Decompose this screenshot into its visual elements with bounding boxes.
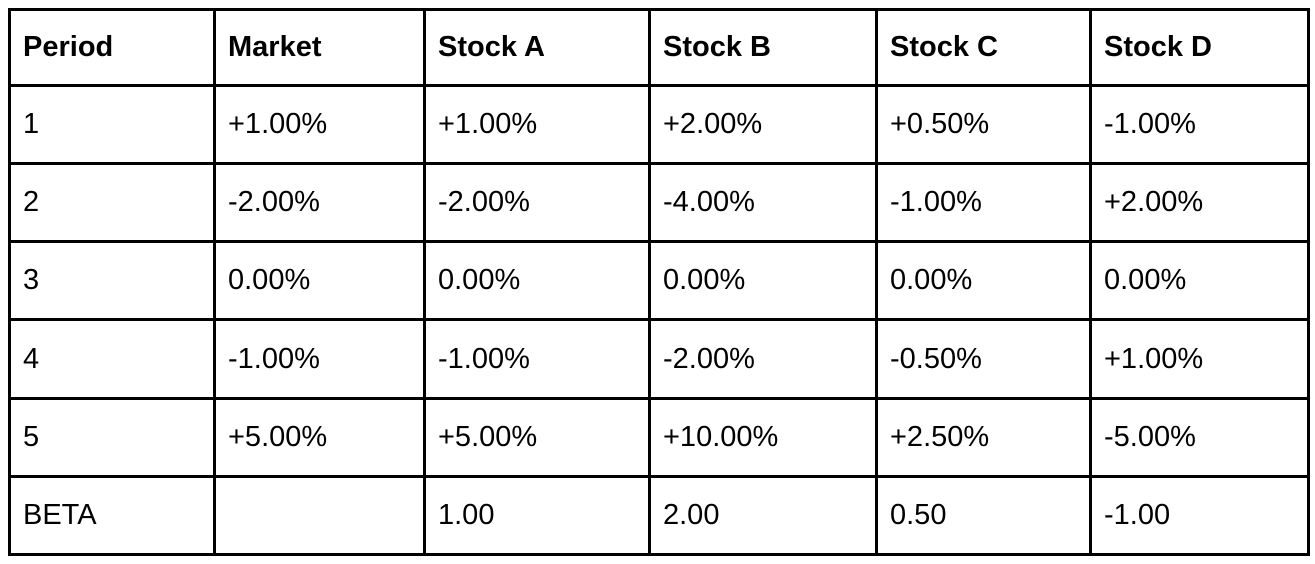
column-header-market: Market <box>213 8 426 87</box>
cell-stock-c: -1.00% <box>875 162 1092 244</box>
cell-market: -1.00% <box>213 318 426 400</box>
cell-market: +1.00% <box>213 83 426 166</box>
cell-stock-a: -1.00% <box>423 318 651 400</box>
cell-stock-d: 0.00% <box>1089 240 1310 322</box>
table-row-period-5: 5 +5.00% +5.00% +10.00% +2.50% -5.00% <box>8 396 1310 478</box>
cell-stock-b: -2.00% <box>648 318 878 400</box>
row-label: 3 <box>8 240 216 322</box>
cell-stock-c: -0.50% <box>875 318 1092 400</box>
row-label: 2 <box>8 162 216 244</box>
cell-stock-a: 0.00% <box>423 240 651 322</box>
cell-stock-c: 0.00% <box>875 240 1092 322</box>
cell-stock-b: +10.00% <box>648 396 878 478</box>
cell-stock-a: -2.00% <box>423 162 651 244</box>
cell-stock-b: 2.00 <box>648 474 878 557</box>
stock-returns-beta-table: Period Market Stock A Stock B Stock C St… <box>8 8 1310 557</box>
cell-stock-c: 0.50 <box>875 474 1092 557</box>
column-header-stock-a: Stock A <box>423 8 651 87</box>
row-label: 5 <box>8 396 216 478</box>
cell-stock-d: +2.00% <box>1089 162 1310 244</box>
column-header-stock-c: Stock C <box>875 8 1092 87</box>
column-header-period: Period <box>8 8 216 87</box>
cell-stock-b: +2.00% <box>648 83 878 166</box>
cell-stock-d: +1.00% <box>1089 318 1310 400</box>
cell-stock-d: -1.00% <box>1089 83 1310 166</box>
header-row: Period Market Stock A Stock B Stock C St… <box>8 8 1310 87</box>
cell-stock-b: 0.00% <box>648 240 878 322</box>
row-label: BETA <box>8 474 216 557</box>
cell-market: 0.00% <box>213 240 426 322</box>
cell-stock-d: -5.00% <box>1089 396 1310 478</box>
row-label: 1 <box>8 83 216 166</box>
table-row-period-3: 3 0.00% 0.00% 0.00% 0.00% 0.00% <box>8 240 1310 322</box>
cell-stock-b: -4.00% <box>648 162 878 244</box>
table-row-period-4: 4 -1.00% -1.00% -2.00% -0.50% +1.00% <box>8 318 1310 400</box>
cell-stock-d: -1.00 <box>1089 474 1310 557</box>
cell-stock-a: 1.00 <box>423 474 651 557</box>
cell-stock-a: +1.00% <box>423 83 651 166</box>
cell-stock-c: +0.50% <box>875 83 1092 166</box>
column-header-stock-b: Stock B <box>648 8 878 87</box>
table-row-period-2: 2 -2.00% -2.00% -4.00% -1.00% +2.00% <box>8 162 1310 244</box>
cell-market <box>213 474 426 557</box>
row-label: 4 <box>8 318 216 400</box>
cell-market: -2.00% <box>213 162 426 244</box>
cell-stock-a: +5.00% <box>423 396 651 478</box>
cell-market: +5.00% <box>213 396 426 478</box>
cell-stock-c: +2.50% <box>875 396 1092 478</box>
table-row-beta: BETA 1.00 2.00 0.50 -1.00 <box>8 474 1310 557</box>
table-row-period-1: 1 +1.00% +1.00% +2.00% +0.50% -1.00% <box>8 83 1310 166</box>
column-header-stock-d: Stock D <box>1089 8 1310 87</box>
